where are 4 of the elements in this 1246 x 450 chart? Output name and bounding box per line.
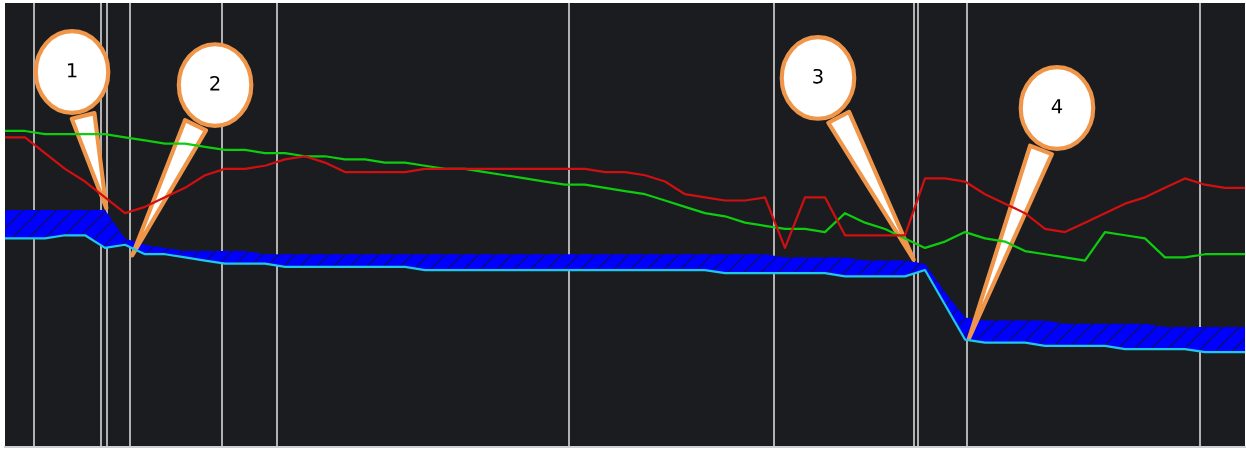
text: 2 xyxy=(210,75,220,91)
text: 1 xyxy=(67,63,77,78)
text: 3 xyxy=(813,68,823,84)
text: 4 xyxy=(1051,99,1063,114)
